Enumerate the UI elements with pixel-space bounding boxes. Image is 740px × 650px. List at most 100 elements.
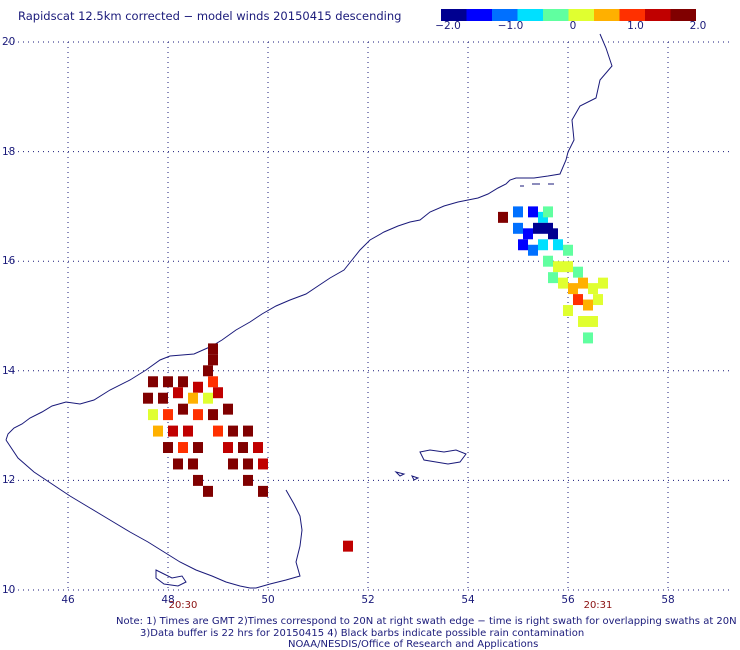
coastline-somalia [5, 439, 303, 589]
wind-difference-cell [593, 294, 603, 306]
wind-difference-cell [573, 294, 583, 306]
colorbar [441, 9, 696, 21]
note-line-1: Note: 1) Times are GMT 2)Times correspon… [116, 616, 737, 627]
wind-difference-cell [548, 228, 558, 240]
wind-difference-cell [563, 261, 573, 273]
longitude-label: 54 [461, 594, 475, 606]
coastline-island-small-2 [411, 475, 420, 481]
wind-difference-cell [143, 392, 153, 404]
wind-difference-cell [168, 425, 178, 437]
wind-difference-cell [258, 485, 268, 497]
wind-difference-cell [213, 425, 223, 437]
wind-difference-cell [538, 211, 548, 223]
swath-time-label: 20:31 [583, 600, 613, 611]
longitude-label: 46 [61, 594, 75, 606]
wind-difference-cell [498, 211, 508, 223]
wind-difference-cell [208, 343, 218, 355]
longitude-label: 56 [561, 594, 575, 606]
wind-difference-cell [163, 409, 173, 421]
wind-difference-cell [203, 392, 213, 404]
note-line-3: NOAA/NESDIS/Office of Research and Appli… [288, 639, 539, 650]
wind-difference-cell [598, 277, 608, 289]
wind-difference-cell [553, 261, 563, 273]
wind-difference-cell [203, 365, 213, 377]
wind-difference-cell [148, 409, 158, 421]
wind-difference-cell [173, 458, 183, 470]
wind-difference-cell [223, 442, 233, 453]
wind-difference-cell [543, 206, 553, 218]
wind-difference-cell [583, 299, 593, 311]
colorbar-tick-label: −2.0 [435, 20, 461, 32]
wind-difference-cell [178, 376, 188, 388]
lat-lon-grid [8, 41, 733, 591]
colorbar-segment [492, 9, 518, 21]
colorbar-tick-label: 0 [569, 20, 577, 32]
wind-difference-cell [583, 332, 593, 344]
wind-difference-cell [228, 425, 238, 437]
wind-difference-cell [208, 354, 218, 366]
wind-difference-cell [518, 239, 528, 251]
colorbar-segment [441, 9, 467, 21]
wind-difference-cell [588, 283, 598, 295]
wind-difference-cell [513, 222, 523, 234]
wind-difference-cell [528, 206, 538, 218]
wind-difference-cell [533, 222, 543, 234]
colorbar-segment [543, 9, 569, 21]
latitude-label: 12 [2, 474, 16, 487]
note-line-2: 3)Data buffer is 22 hrs for 20150415 4) … [140, 628, 585, 639]
longitude-label: 48 [161, 594, 175, 606]
coastline-island-kuria [520, 183, 554, 187]
wind-difference-cell [213, 387, 223, 399]
wind-difference-cell [243, 425, 253, 437]
wind-difference-cell [188, 458, 198, 470]
wind-difference-cell [543, 255, 553, 267]
wind-difference-cell [148, 376, 158, 388]
longitude-label: 50 [261, 594, 275, 606]
wind-difference-cell [578, 277, 588, 289]
wind-difference-cell [193, 409, 203, 421]
wind-difference-cell [528, 244, 538, 256]
wind-difference-cell [238, 442, 248, 453]
wind-difference-cell [188, 392, 198, 404]
latitude-label: 18 [2, 145, 16, 158]
wind-difference-cell [578, 316, 588, 327]
swath-time-label: 20:30 [168, 600, 198, 611]
colorbar-segment [568, 9, 595, 21]
wind-difference-cell [228, 458, 238, 470]
wind-difference-cell [243, 474, 253, 486]
wind-difference-cell [563, 305, 573, 316]
latitude-label: 20 [2, 36, 16, 48]
coastline-island-small-1 [394, 471, 406, 477]
colorbar-segment [619, 9, 646, 21]
coastline-mainland [5, 33, 613, 441]
longitude-label: 58 [661, 594, 675, 606]
wind-difference-cell [193, 474, 203, 486]
coastline-island-socotra [419, 449, 467, 465]
wind-difference-cell [513, 206, 523, 218]
longitude-label: 52 [361, 594, 375, 606]
wind-difference-cell [208, 376, 218, 388]
wind-difference-cell [163, 376, 173, 388]
colorbar-segment [517, 9, 544, 21]
latitude-label: 14 [2, 364, 16, 377]
wind-difference-cell [178, 403, 188, 415]
wind-difference-cell [343, 540, 353, 552]
wind-difference-cell [203, 485, 213, 497]
wind-difference-cell [193, 442, 203, 453]
colorbar-segment [670, 9, 696, 21]
wind-difference-cell [178, 442, 188, 453]
wind-difference-cell [588, 316, 598, 327]
wind-difference-cell [158, 392, 168, 404]
wind-difference-cell [223, 403, 233, 415]
wind-difference-cell [538, 239, 548, 251]
wind-difference-cell [243, 458, 253, 470]
wind-difference-cell [258, 458, 268, 470]
latitude-label: 16 [2, 255, 16, 268]
wind-difference-cell [208, 409, 218, 421]
wind-difference-cell [568, 283, 578, 295]
coastline-jazirat-farasan [155, 569, 187, 587]
colorbar-tick-label: 1.0 [627, 20, 644, 32]
map-title: Rapidscat 12.5km corrected − model winds… [18, 9, 402, 23]
coastline [5, 33, 613, 589]
